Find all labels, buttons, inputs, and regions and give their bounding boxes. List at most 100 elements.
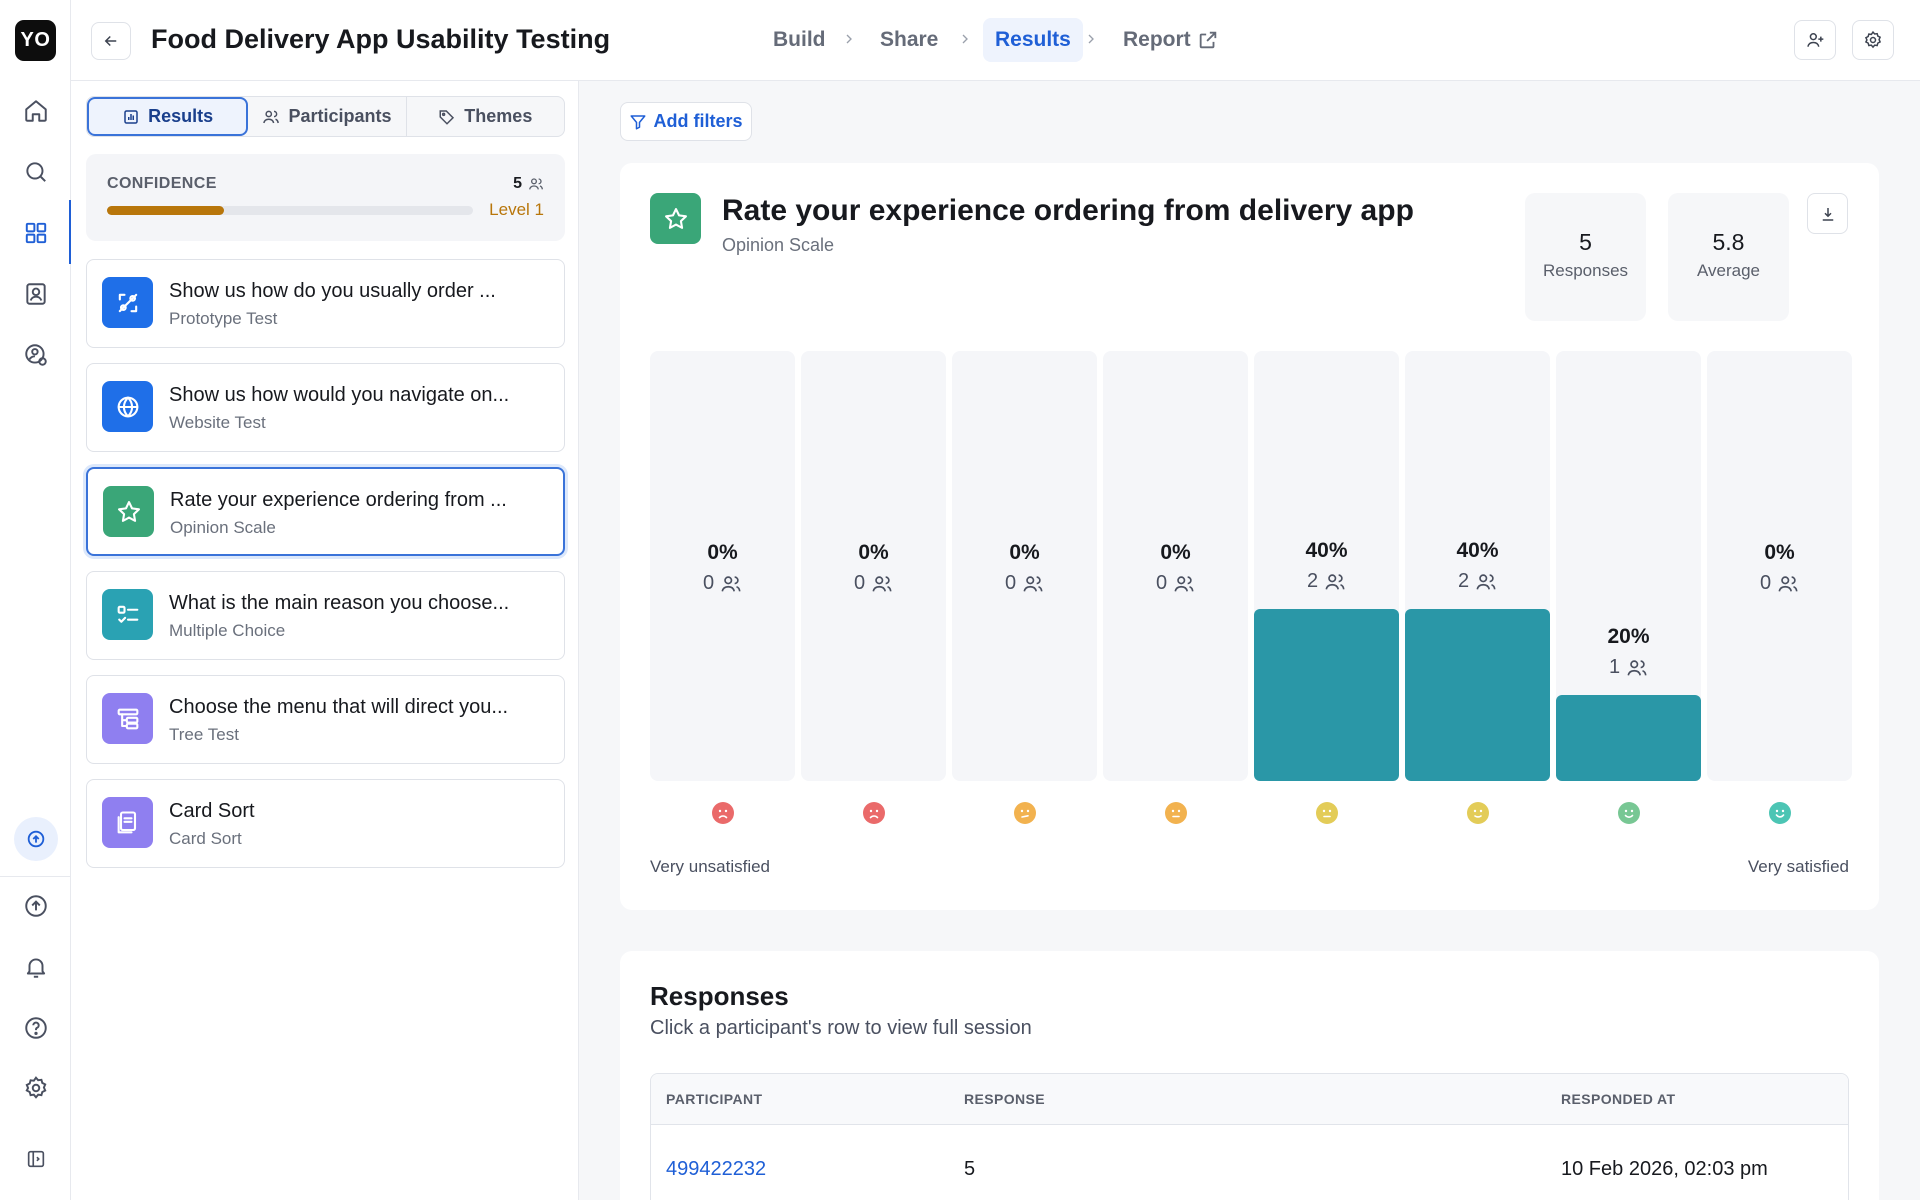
- responses-stat: 5 Responses: [1525, 193, 1646, 321]
- question-card[interactable]: Show us how do you usually order ... Prot…: [86, 259, 565, 348]
- help-icon[interactable]: [20, 1012, 52, 1044]
- users-icon: [1475, 571, 1497, 593]
- question-card[interactable]: What is the main reason you choose... Mul…: [86, 571, 565, 660]
- question-card-type: Website Test: [169, 413, 266, 432]
- question-card-type: Tree Test: [169, 725, 239, 744]
- grid-icon[interactable]: [20, 217, 52, 249]
- chevron-right-icon: [962, 34, 968, 44]
- average-label: Average: [1696, 261, 1760, 280]
- scale-count-label: 0: [650, 572, 795, 595]
- bell-icon[interactable]: [20, 951, 52, 983]
- question-card[interactable]: Rate your experience ordering from ... Op…: [86, 467, 565, 556]
- scale-column: [1405, 351, 1550, 781]
- results-tabs: Results Participants Themes: [86, 96, 565, 137]
- tab-themes-label: Themes: [464, 106, 533, 126]
- scale-percent-label: 0%: [858, 541, 889, 564]
- tab-results[interactable]: Results: [87, 97, 249, 136]
- question-card[interactable]: Choose the menu that will direct you... T…: [86, 675, 565, 764]
- tree-icon: [102, 693, 153, 744]
- responded-at-value: 10 Feb 2026, 02:03 pm: [1561, 1158, 1768, 1180]
- back-button[interactable]: [91, 22, 131, 60]
- scale-left-label: Very unsatisfied: [650, 857, 771, 876]
- tab-themes[interactable]: Themes: [407, 97, 564, 136]
- top-header: Food Delivery App Usability Testing Buil…: [71, 0, 1920, 81]
- question-type: Opinion Scale: [722, 235, 835, 255]
- tab-results-label: Results: [148, 106, 214, 126]
- scale-bar: [1254, 609, 1399, 781]
- header-settings-button[interactable]: [1852, 20, 1894, 60]
- chart-icon: [124, 109, 138, 124]
- scale-count-label: 0: [952, 572, 1097, 595]
- column-participant: PARTICIPANT: [666, 1091, 763, 1107]
- add-filters-button[interactable]: Add filters: [620, 102, 752, 141]
- filter-icon: [630, 114, 646, 129]
- user-plus-icon: [1807, 33, 1824, 47]
- tab-participants-label: Participants: [288, 106, 392, 126]
- scale-count-label: 2: [1405, 570, 1550, 593]
- scale-percent-label: 0%: [1160, 541, 1191, 564]
- question-card[interactable]: Show us how would you navigate on... Webs…: [86, 363, 565, 452]
- emoji-face-icon: [862, 801, 886, 825]
- chevron-right-icon: [1088, 34, 1094, 44]
- scale-percent-label: 40%: [1305, 539, 1348, 562]
- invite-user-button[interactable]: [1794, 20, 1836, 60]
- globe-icon: [102, 381, 153, 432]
- sidebar-toggle-icon[interactable]: [20, 1143, 52, 1175]
- star-icon: [650, 193, 701, 244]
- users-icon: [263, 110, 280, 123]
- breadcrumb-share[interactable]: Share: [880, 28, 939, 51]
- page-title: Food Delivery App Usability Testing: [151, 24, 611, 54]
- question-card-title: Choose the menu that will direct you...: [169, 696, 509, 718]
- nav-rail: YO: [0, 0, 71, 1200]
- confidence-progress-fill: [107, 206, 225, 215]
- results-sidebar: Results Participants Themes CONFIDENCE 5…: [71, 81, 579, 1200]
- scale-column: [952, 351, 1097, 781]
- scale-percent-label: 20%: [1607, 625, 1650, 648]
- download-button[interactable]: [1807, 193, 1848, 234]
- workspace-logo[interactable]: YO: [15, 20, 56, 61]
- emoji-face-icon: [1768, 801, 1792, 825]
- participant-id-link[interactable]: 499422232: [666, 1158, 767, 1180]
- question-card-type: Opinion Scale: [170, 518, 276, 537]
- emoji-face-icon: [1164, 801, 1188, 825]
- question-card-title: Show us how would you navigate on...: [169, 384, 510, 406]
- search-icon[interactable]: [20, 156, 52, 188]
- scale-count-label: 0: [801, 572, 946, 595]
- chevron-right-icon: [846, 34, 852, 44]
- scale-bar: [1405, 609, 1550, 781]
- emoji-face-icon: [1466, 801, 1490, 825]
- users-icon: [1777, 573, 1799, 595]
- question-card[interactable]: Card Sort Card Sort: [86, 779, 565, 868]
- breadcrumb-results[interactable]: Results: [983, 18, 1083, 62]
- emoji-face-icon: [1013, 801, 1037, 825]
- home-icon[interactable]: [20, 95, 52, 127]
- question-card-title: Rate your experience ordering from ...: [170, 489, 507, 511]
- scale-count-value: 2: [1457, 570, 1470, 592]
- scale-percent-label: 0%: [707, 541, 738, 564]
- scale-count-label: 1: [1556, 656, 1701, 679]
- responses-value: 5: [1579, 229, 1592, 255]
- user-settings-icon[interactable]: [20, 339, 52, 371]
- confidence-level: Level 1: [489, 200, 544, 219]
- scale-count-value: 0: [1004, 572, 1017, 594]
- rail-divider: [0, 876, 71, 877]
- upgrade-icon[interactable]: [14, 817, 58, 861]
- breadcrumb-report[interactable]: Report: [1123, 28, 1219, 52]
- average-value: 5.8: [1712, 229, 1745, 255]
- scale-count-value: 0: [702, 572, 715, 594]
- question-card-title: Card Sort: [169, 800, 255, 822]
- contacts-icon[interactable]: [20, 278, 52, 310]
- scale-column: [1254, 351, 1399, 781]
- users-icon: [1173, 573, 1195, 595]
- users-icon: [1324, 571, 1346, 593]
- confidence-count-value: 5: [513, 175, 522, 192]
- emoji-face-icon: [711, 801, 735, 825]
- download-icon: [1822, 207, 1833, 221]
- settings-icon[interactable]: [20, 1072, 52, 1104]
- upload-icon[interactable]: [20, 890, 52, 922]
- question-result-card: Rate your experience ordering from deliv…: [620, 163, 1879, 910]
- tab-participants[interactable]: Participants: [248, 97, 407, 136]
- breadcrumb-build[interactable]: Build: [773, 28, 826, 51]
- gear-icon: [1864, 30, 1882, 49]
- responses-title: Responses: [650, 981, 789, 1011]
